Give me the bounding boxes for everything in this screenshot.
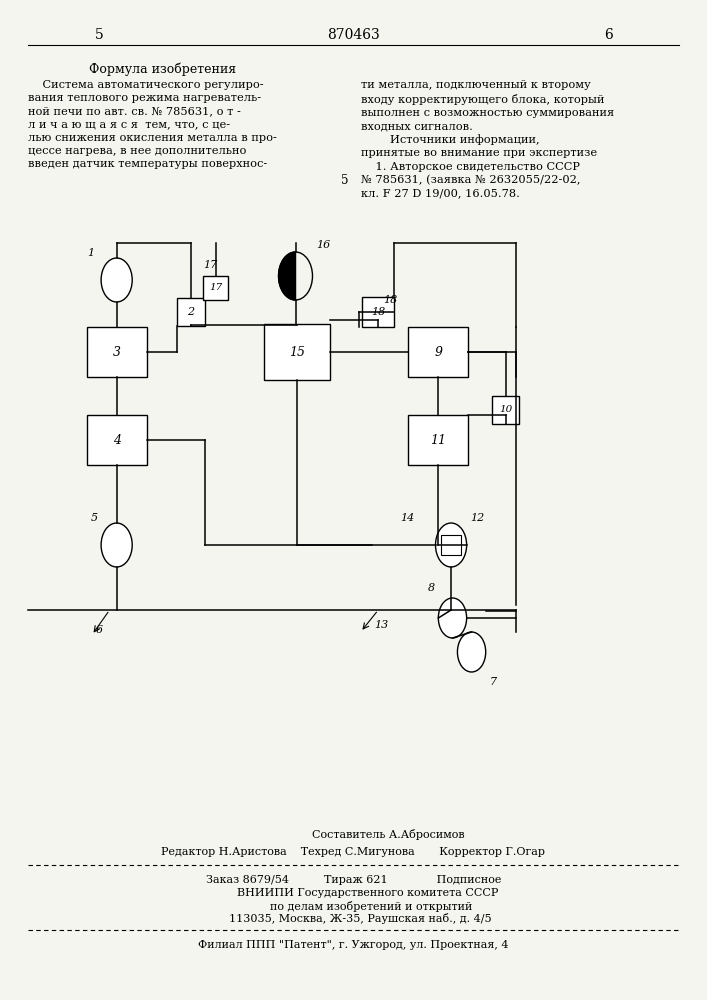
- Text: Филиал ППП "Патент", г. Ужгород, ул. Проектная, 4: Филиал ППП "Патент", г. Ужгород, ул. Про…: [198, 940, 509, 950]
- Text: 7: 7: [489, 677, 496, 687]
- Text: 5: 5: [95, 28, 103, 42]
- Text: Составитель А.Абросимов: Составитель А.Абросимов: [243, 830, 464, 840]
- Text: 113035, Москва, Ж-35, Раушская наб., д. 4/5: 113035, Москва, Ж-35, Раушская наб., д. …: [215, 914, 492, 924]
- Circle shape: [101, 523, 132, 567]
- Text: Заказ 8679/54          Тираж 621              Подписное: Заказ 8679/54 Тираж 621 Подписное: [206, 875, 501, 885]
- Text: 17: 17: [209, 284, 222, 292]
- Bar: [409, 415, 468, 465]
- Text: 17: 17: [203, 260, 217, 270]
- Text: ти металла, подключенный к второму
входу корректирующего блока, который
выполнен: ти металла, подключенный к второму входу…: [361, 80, 614, 199]
- Circle shape: [436, 523, 467, 567]
- Text: 2: 2: [187, 307, 194, 317]
- Text: 6: 6: [95, 625, 103, 635]
- Text: 18: 18: [383, 295, 397, 305]
- Text: ВНИИПИ Государственного комитета СССР: ВНИИПИ Государственного комитета СССР: [209, 888, 498, 898]
- Text: 1: 1: [87, 248, 94, 258]
- Bar: [409, 327, 468, 377]
- Bar: [204, 276, 228, 300]
- Text: 14: 14: [400, 513, 414, 523]
- Text: 13: 13: [375, 620, 389, 630]
- Polygon shape: [279, 252, 296, 300]
- Bar: [86, 415, 147, 465]
- Text: 16: 16: [316, 240, 330, 250]
- Circle shape: [438, 598, 467, 638]
- Text: Формула изобретения: Формула изобретения: [89, 62, 236, 76]
- Text: Система автоматического регулиро-
вания теплового режима нагреватель-
ной печи п: Система автоматического регулиро- вания …: [28, 80, 277, 169]
- Text: 12: 12: [470, 513, 484, 523]
- Bar: [177, 298, 205, 326]
- Text: 18: 18: [371, 307, 385, 317]
- Text: по делам изобретений и открытий: по делам изобретений и открытий: [235, 900, 472, 912]
- Circle shape: [457, 632, 486, 672]
- Text: 5: 5: [341, 174, 348, 186]
- Bar: [362, 297, 395, 327]
- Bar: [441, 535, 461, 555]
- Text: 5: 5: [90, 513, 98, 523]
- Text: 8: 8: [428, 583, 435, 593]
- Text: 9: 9: [434, 346, 443, 359]
- Bar: [86, 327, 147, 377]
- Text: 3: 3: [112, 346, 121, 359]
- Text: 15: 15: [289, 346, 305, 359]
- Text: 4: 4: [112, 434, 121, 446]
- Bar: [264, 324, 330, 379]
- Text: 11: 11: [431, 434, 446, 446]
- Text: Редактор Н.Аристова    Техред С.Мигунова       Корректор Г.Огар: Редактор Н.Аристова Техред С.Мигунова Ко…: [161, 847, 546, 857]
- Text: 10: 10: [499, 406, 512, 414]
- Circle shape: [101, 258, 132, 302]
- Text: 6: 6: [604, 28, 612, 42]
- Bar: [492, 396, 519, 424]
- Text: 870463: 870463: [327, 28, 380, 42]
